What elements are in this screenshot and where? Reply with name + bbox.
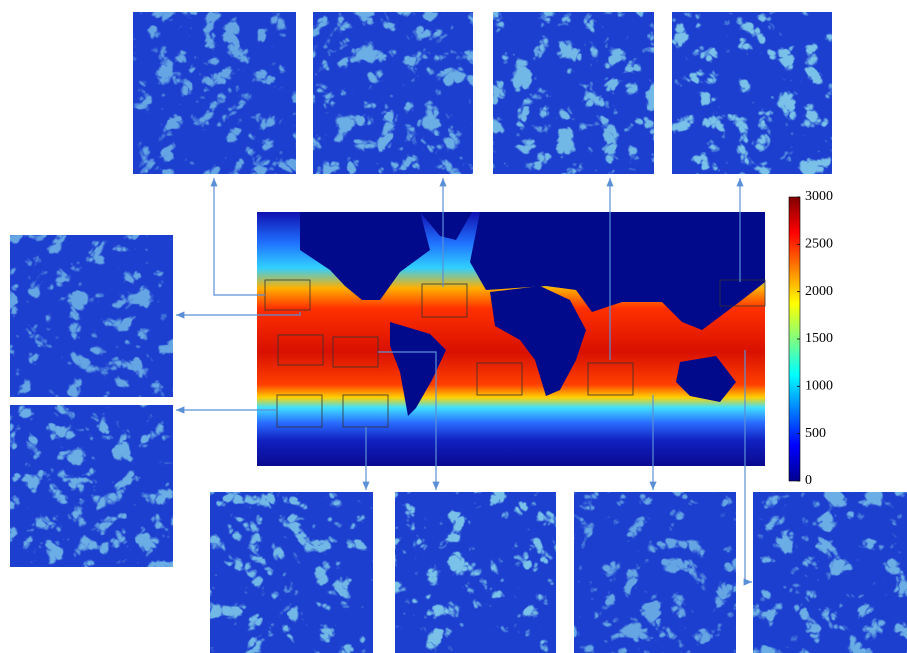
colorbar-tick-label: 500 — [805, 426, 826, 441]
colorbar-tick-label: 2500 — [805, 237, 833, 252]
inset-panel — [10, 235, 173, 397]
colorbar-tick-label: 0 — [805, 473, 812, 488]
inset-panel — [133, 12, 296, 174]
panel-eddies — [10, 405, 173, 567]
inset-panel — [574, 492, 736, 653]
inset-panel — [210, 492, 373, 653]
panel-eddies — [395, 492, 556, 653]
panel-eddies — [133, 12, 296, 174]
figure: 0 500 1000 1500 2000 2500 3000 — [0, 0, 907, 653]
inset-panel — [313, 12, 473, 174]
colorbar: 0 500 1000 1500 2000 2500 3000 — [789, 189, 833, 488]
inset-panel — [395, 492, 556, 653]
panel-eddies — [574, 492, 736, 653]
panel-eddies — [210, 492, 373, 653]
colorbar-tick-label: 3000 — [805, 189, 833, 204]
inset-panel — [10, 405, 173, 567]
panel-eddies — [10, 235, 173, 397]
inset-panel — [672, 12, 832, 174]
panel-eddies — [493, 12, 654, 174]
colorbar-tick-label: 1000 — [805, 379, 833, 394]
colorbar-tick-label: 2000 — [805, 284, 833, 299]
world-map — [257, 212, 765, 466]
inset-panel — [753, 492, 907, 653]
colorbar-tick-label: 1500 — [805, 331, 833, 346]
panel-eddies — [672, 12, 832, 174]
panel-eddies — [753, 492, 907, 653]
inset-panel — [493, 12, 654, 174]
panel-eddies — [313, 12, 473, 174]
